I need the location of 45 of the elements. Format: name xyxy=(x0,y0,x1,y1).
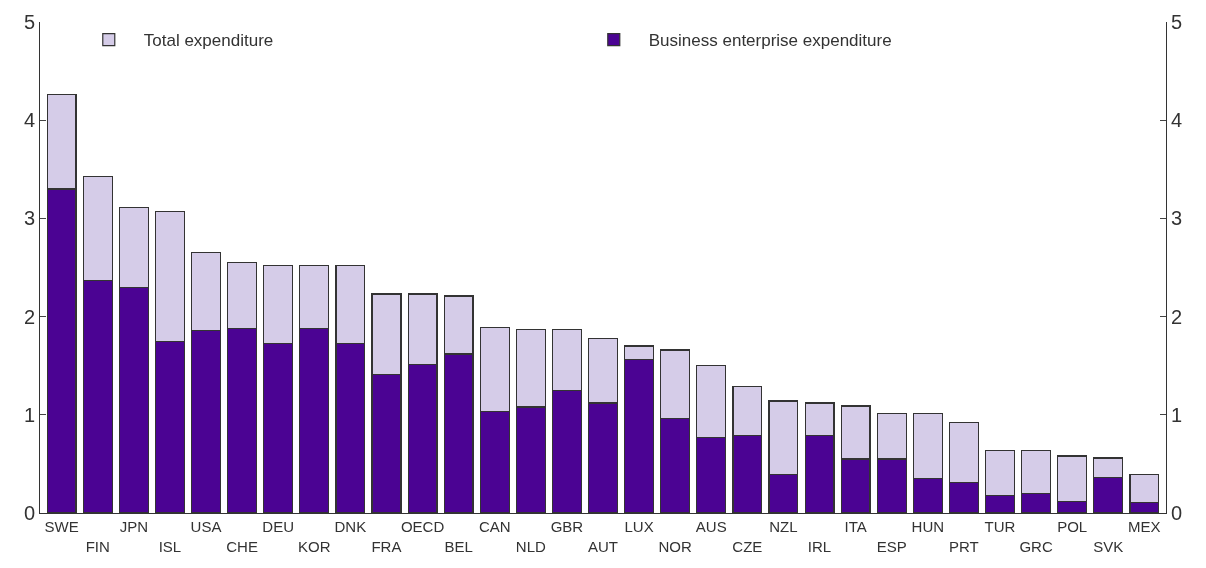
x-tick-label: POL xyxy=(1057,518,1088,535)
x-tick-label: AUS xyxy=(695,518,727,535)
x-tick-label: AUT xyxy=(588,537,618,555)
legend-label: Business enterprise expenditure xyxy=(648,31,892,51)
x-tick-label: GBR xyxy=(550,518,584,535)
x-tick-label: ITA xyxy=(844,518,867,535)
x-tick-label: OECD xyxy=(400,518,445,535)
y2-tick-label: 4 xyxy=(1171,109,1183,132)
x-tick-label: ISL xyxy=(158,537,182,555)
x-tick-label: FRA xyxy=(371,537,402,555)
x-tick-label: GRC xyxy=(1019,537,1053,555)
x-tick-label: SVK xyxy=(1093,537,1124,555)
x-tick-label: PRT xyxy=(949,537,979,555)
x-tick-label: DNK xyxy=(334,518,367,535)
x-tick-label: TUR xyxy=(984,518,1016,535)
x-tick-label: FIN xyxy=(85,537,110,555)
x-tick-label: IRL xyxy=(807,537,832,555)
y2-tick-label: 0 xyxy=(1171,502,1183,524)
x-tick-label: JPN xyxy=(119,518,148,535)
x-tick-label: BEL xyxy=(444,537,473,555)
x-tick-label: NZL xyxy=(769,518,798,535)
x-tick-label: CAN xyxy=(478,518,511,535)
x-tick-label: KOR xyxy=(298,537,331,555)
y-tick-label: 4 xyxy=(23,109,35,132)
y2-tick-label: 1 xyxy=(1171,403,1183,426)
y2-tick-label: 2 xyxy=(1171,305,1183,328)
x-tick-label: USA xyxy=(190,518,222,535)
x-tick-label: CZE xyxy=(732,537,763,555)
x-tick-label: ESP xyxy=(876,537,907,555)
x-tick-label: DEU xyxy=(262,518,295,535)
y-tick-label: 0 xyxy=(23,502,35,524)
y-tick-label: 3 xyxy=(23,207,35,230)
y-tick-label: 5 xyxy=(23,11,35,33)
x-tick-label: NOR xyxy=(658,537,693,555)
y-tick-label: 2 xyxy=(23,305,35,328)
x-tick-label: NLD xyxy=(515,537,546,555)
y-tick-label: 1 xyxy=(23,403,35,426)
y2-tick-label: 3 xyxy=(1171,207,1183,230)
x-tick-label: LUX xyxy=(624,518,654,535)
x-tick-label: CHE xyxy=(226,537,258,555)
x-tick-label: MEX xyxy=(1128,518,1161,535)
y2-tick-label: 5 xyxy=(1171,11,1183,33)
x-tick-label: SWE xyxy=(44,518,79,535)
legend-label: Total expenditure xyxy=(143,31,274,51)
x-tick-label: HUN xyxy=(911,518,945,535)
